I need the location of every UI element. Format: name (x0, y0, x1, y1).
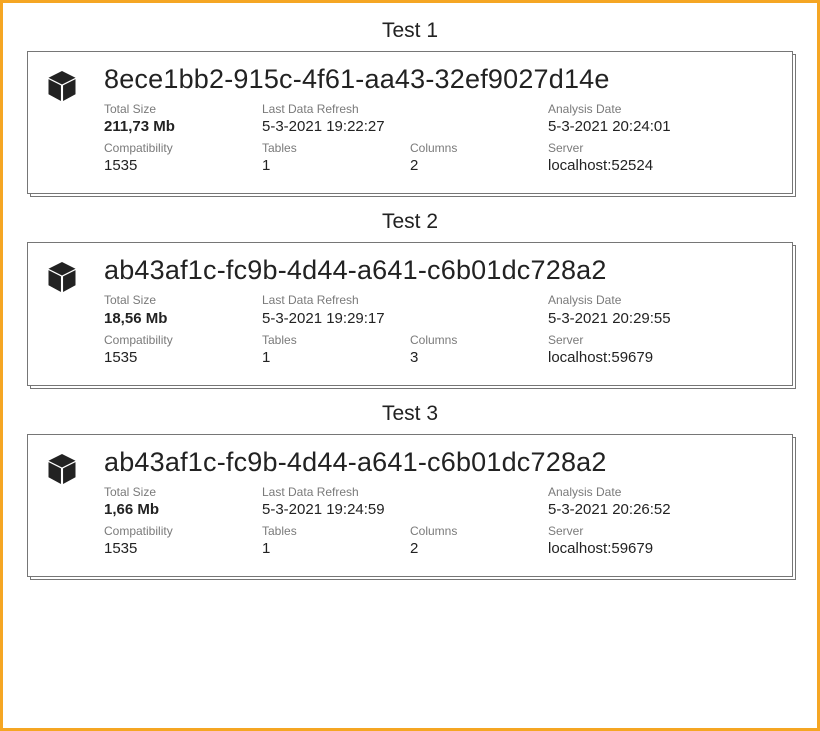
card-body: ab43af1c-fc9b-4d44-a641-c6b01dc728a2 Tot… (104, 255, 776, 370)
outer-frame: Test 1 8ece1bb2-915c-4f61-aa43-32ef9027d… (0, 0, 820, 731)
result-card[interactable]: ab43af1c-fc9b-4d44-a641-c6b01dc728a2 Tot… (27, 242, 793, 385)
total-size-label: Total Size (104, 294, 254, 307)
total-size-label: Total Size (104, 486, 254, 499)
guid-text: 8ece1bb2-915c-4f61-aa43-32ef9027d14e (104, 64, 776, 95)
tables-value: 1 (262, 349, 402, 367)
card-body: ab43af1c-fc9b-4d44-a641-c6b01dc728a2 Tot… (104, 447, 776, 562)
result-card[interactable]: 8ece1bb2-915c-4f61-aa43-32ef9027d14e Tot… (27, 51, 793, 194)
compatibility-label: Compatibility (104, 525, 254, 538)
analysis-date-label: Analysis Date (548, 294, 776, 307)
compatibility-value: 1535 (104, 349, 254, 367)
columns-value: 2 (410, 157, 540, 175)
result-card-stack: 8ece1bb2-915c-4f61-aa43-32ef9027d14e Tot… (27, 51, 793, 194)
test-heading: Test 2 (27, 210, 793, 234)
analysis-date-value: 5-3-2021 20:29:55 (548, 310, 776, 328)
guid-text: ab43af1c-fc9b-4d44-a641-c6b01dc728a2 (104, 447, 776, 478)
last-refresh-value: 5-3-2021 19:24:59 (262, 501, 540, 519)
last-refresh-label: Last Data Refresh (262, 103, 540, 116)
result-card-stack: ab43af1c-fc9b-4d44-a641-c6b01dc728a2 Tot… (27, 242, 793, 385)
analysis-date-label: Analysis Date (548, 103, 776, 116)
last-refresh-label: Last Data Refresh (262, 486, 540, 499)
server-label: Server (548, 334, 776, 347)
last-refresh-field: Last Data Refresh 5-3-2021 19:29:17 (262, 294, 540, 327)
tables-field: Tables 1 (262, 142, 402, 175)
columns-label: Columns (410, 525, 540, 538)
compatibility-label: Compatibility (104, 334, 254, 347)
last-refresh-value: 5-3-2021 19:29:17 (262, 310, 540, 328)
total-size-field: Total Size 18,56 Mb (104, 294, 254, 327)
server-value: localhost:59679 (548, 349, 776, 367)
total-size-value: 211,73 Mb (104, 118, 254, 136)
analysis-date-label: Analysis Date (548, 486, 776, 499)
result-card-stack: ab43af1c-fc9b-4d44-a641-c6b01dc728a2 Tot… (27, 434, 793, 577)
compatibility-field: Compatibility 1535 (104, 334, 254, 367)
compatibility-value: 1535 (104, 540, 254, 558)
cube-icon (44, 64, 84, 109)
columns-value: 2 (410, 540, 540, 558)
cube-icon (44, 255, 84, 300)
server-field: Server localhost:52524 (548, 142, 776, 175)
analysis-date-field: Analysis Date 5-3-2021 20:29:55 (548, 294, 776, 327)
total-size-field: Total Size 211,73 Mb (104, 103, 254, 136)
total-size-field: Total Size 1,66 Mb (104, 486, 254, 519)
compatibility-value: 1535 (104, 157, 254, 175)
test-heading: Test 3 (27, 402, 793, 426)
result-card[interactable]: ab43af1c-fc9b-4d44-a641-c6b01dc728a2 Tot… (27, 434, 793, 577)
columns-value: 3 (410, 349, 540, 367)
last-refresh-value: 5-3-2021 19:22:27 (262, 118, 540, 136)
cube-icon (44, 447, 84, 492)
server-value: localhost:59679 (548, 540, 776, 558)
tables-field: Tables 1 (262, 334, 402, 367)
columns-field: Columns 3 (410, 334, 540, 367)
tables-label: Tables (262, 334, 402, 347)
server-field: Server localhost:59679 (548, 334, 776, 367)
last-refresh-field: Last Data Refresh 5-3-2021 19:24:59 (262, 486, 540, 519)
card-body: 8ece1bb2-915c-4f61-aa43-32ef9027d14e Tot… (104, 64, 776, 179)
tables-value: 1 (262, 540, 402, 558)
columns-field: Columns 2 (410, 525, 540, 558)
guid-text: ab43af1c-fc9b-4d44-a641-c6b01dc728a2 (104, 255, 776, 286)
test-heading: Test 1 (27, 19, 793, 43)
tables-label: Tables (262, 142, 402, 155)
tables-value: 1 (262, 157, 402, 175)
tables-label: Tables (262, 525, 402, 538)
columns-label: Columns (410, 142, 540, 155)
server-label: Server (548, 525, 776, 538)
server-value: localhost:52524 (548, 157, 776, 175)
compatibility-field: Compatibility 1535 (104, 142, 254, 175)
last-refresh-field: Last Data Refresh 5-3-2021 19:22:27 (262, 103, 540, 136)
total-size-value: 18,56 Mb (104, 310, 254, 328)
total-size-value: 1,66 Mb (104, 501, 254, 519)
columns-label: Columns (410, 334, 540, 347)
server-field: Server localhost:59679 (548, 525, 776, 558)
columns-field: Columns 2 (410, 142, 540, 175)
compatibility-field: Compatibility 1535 (104, 525, 254, 558)
analysis-date-value: 5-3-2021 20:26:52 (548, 501, 776, 519)
analysis-date-field: Analysis Date 5-3-2021 20:24:01 (548, 103, 776, 136)
analysis-date-field: Analysis Date 5-3-2021 20:26:52 (548, 486, 776, 519)
last-refresh-label: Last Data Refresh (262, 294, 540, 307)
analysis-date-value: 5-3-2021 20:24:01 (548, 118, 776, 136)
compatibility-label: Compatibility (104, 142, 254, 155)
tables-field: Tables 1 (262, 525, 402, 558)
total-size-label: Total Size (104, 103, 254, 116)
server-label: Server (548, 142, 776, 155)
